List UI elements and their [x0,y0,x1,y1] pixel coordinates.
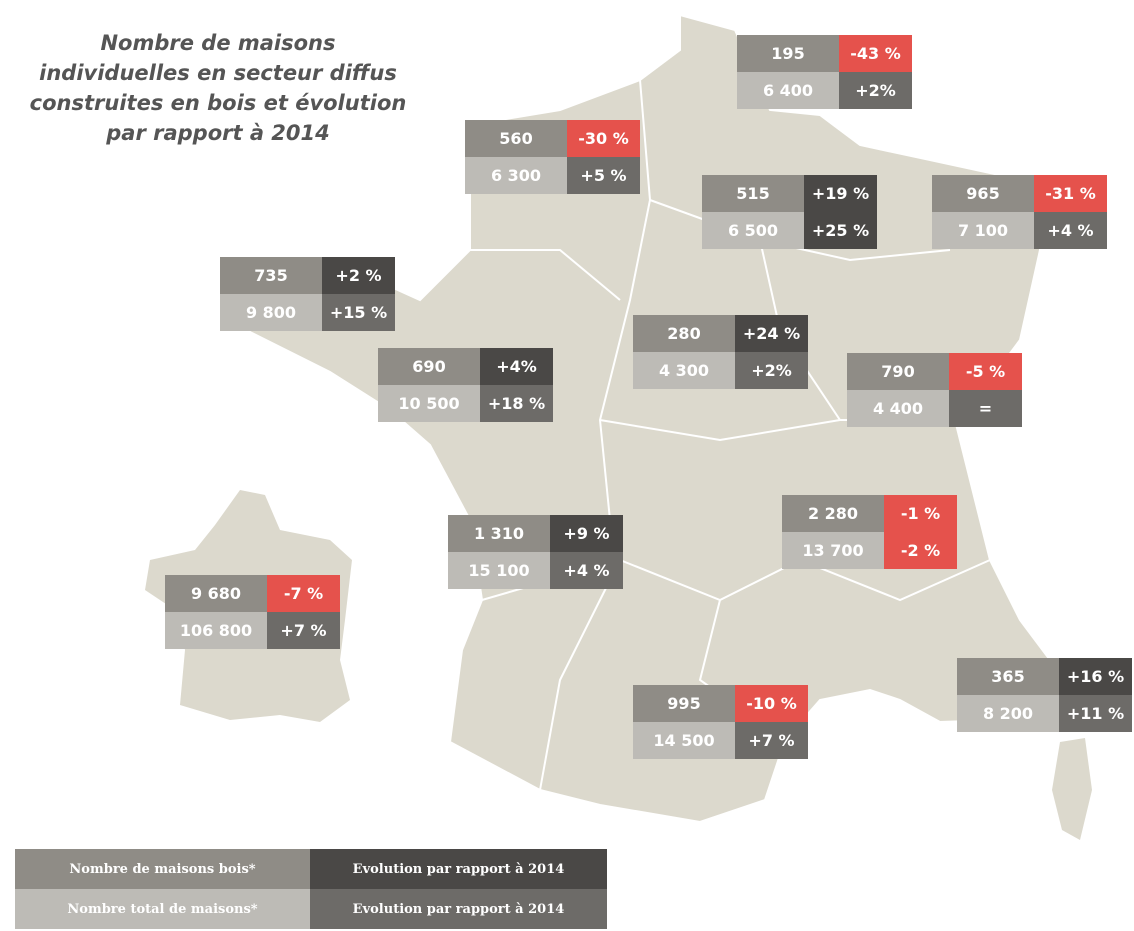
wood-change: +19 % [804,175,877,212]
corsica [1052,738,1092,840]
total-change: +4 % [550,552,623,589]
legend-total: Nombre total de maisons* [15,889,310,929]
total-count: 6 300 [465,157,567,194]
wood-count: 515 [702,175,804,212]
wood-change: +24 % [735,315,808,352]
total-count: 4 300 [633,352,735,389]
total-change: +15 % [322,294,395,331]
wood-count: 280 [633,315,735,352]
total-change: = [949,390,1022,427]
title-line: individuelles en secteur diffus [39,61,397,85]
legend-wood: Nombre de maisons bois* [15,849,310,889]
wood-change: -7 % [267,575,340,612]
total-change: +2% [839,72,912,109]
total-change: +2% [735,352,808,389]
total-count: 9 800 [220,294,322,331]
total-change: +7 % [735,722,808,759]
total-change: +4 % [1034,212,1107,249]
wood-change: -43 % [839,35,912,72]
total-count: 6 500 [702,212,804,249]
legend-wood-change: Evolution par rapport à 2014 [310,849,607,889]
total-count: 15 100 [448,552,550,589]
wood-count: 195 [737,35,839,72]
total-count: 14 500 [633,722,735,759]
wood-change: +16 % [1059,658,1132,695]
total-change: +18 % [480,385,553,422]
wood-count: 965 [932,175,1034,212]
region-borders [470,79,991,791]
total-change: +5 % [567,157,640,194]
total-change: +25 % [804,212,877,249]
wood-count: 690 [378,348,480,385]
wood-count: 735 [220,257,322,294]
total-count: 8 200 [957,695,1059,732]
title-line: construites en bois et évolution [29,91,407,115]
wood-change: +2 % [322,257,395,294]
total-change: +7 % [267,612,340,649]
title: Nombre de maisons individuelles en secteu… [0,28,436,148]
wood-change: -10 % [735,685,808,722]
wood-count: 560 [465,120,567,157]
total-count: 7 100 [932,212,1034,249]
total-count: 6 400 [737,72,839,109]
wood-change: -30 % [567,120,640,157]
total-count: 4 400 [847,390,949,427]
total-change: +11 % [1059,695,1132,732]
wood-change: +4% [480,348,553,385]
legend-total-change: Evolution par rapport à 2014 [310,889,607,929]
total-count: 106 800 [165,612,267,649]
wood-change: -5 % [949,353,1022,390]
total-count: 13 700 [782,532,884,569]
wood-change: +9 % [550,515,623,552]
wood-count: 2 280 [782,495,884,532]
wood-count: 1 310 [448,515,550,552]
total-change: -2 % [884,532,957,569]
title-line: Nombre de maisons [100,31,336,55]
wood-count: 365 [957,658,1059,695]
wood-count: 995 [633,685,735,722]
wood-count: 9 680 [165,575,267,612]
wood-count: 790 [847,353,949,390]
total-count: 10 500 [378,385,480,422]
wood-change: -31 % [1034,175,1107,212]
wood-change: -1 % [884,495,957,532]
title-line: par rapport à 2014 [106,121,330,145]
